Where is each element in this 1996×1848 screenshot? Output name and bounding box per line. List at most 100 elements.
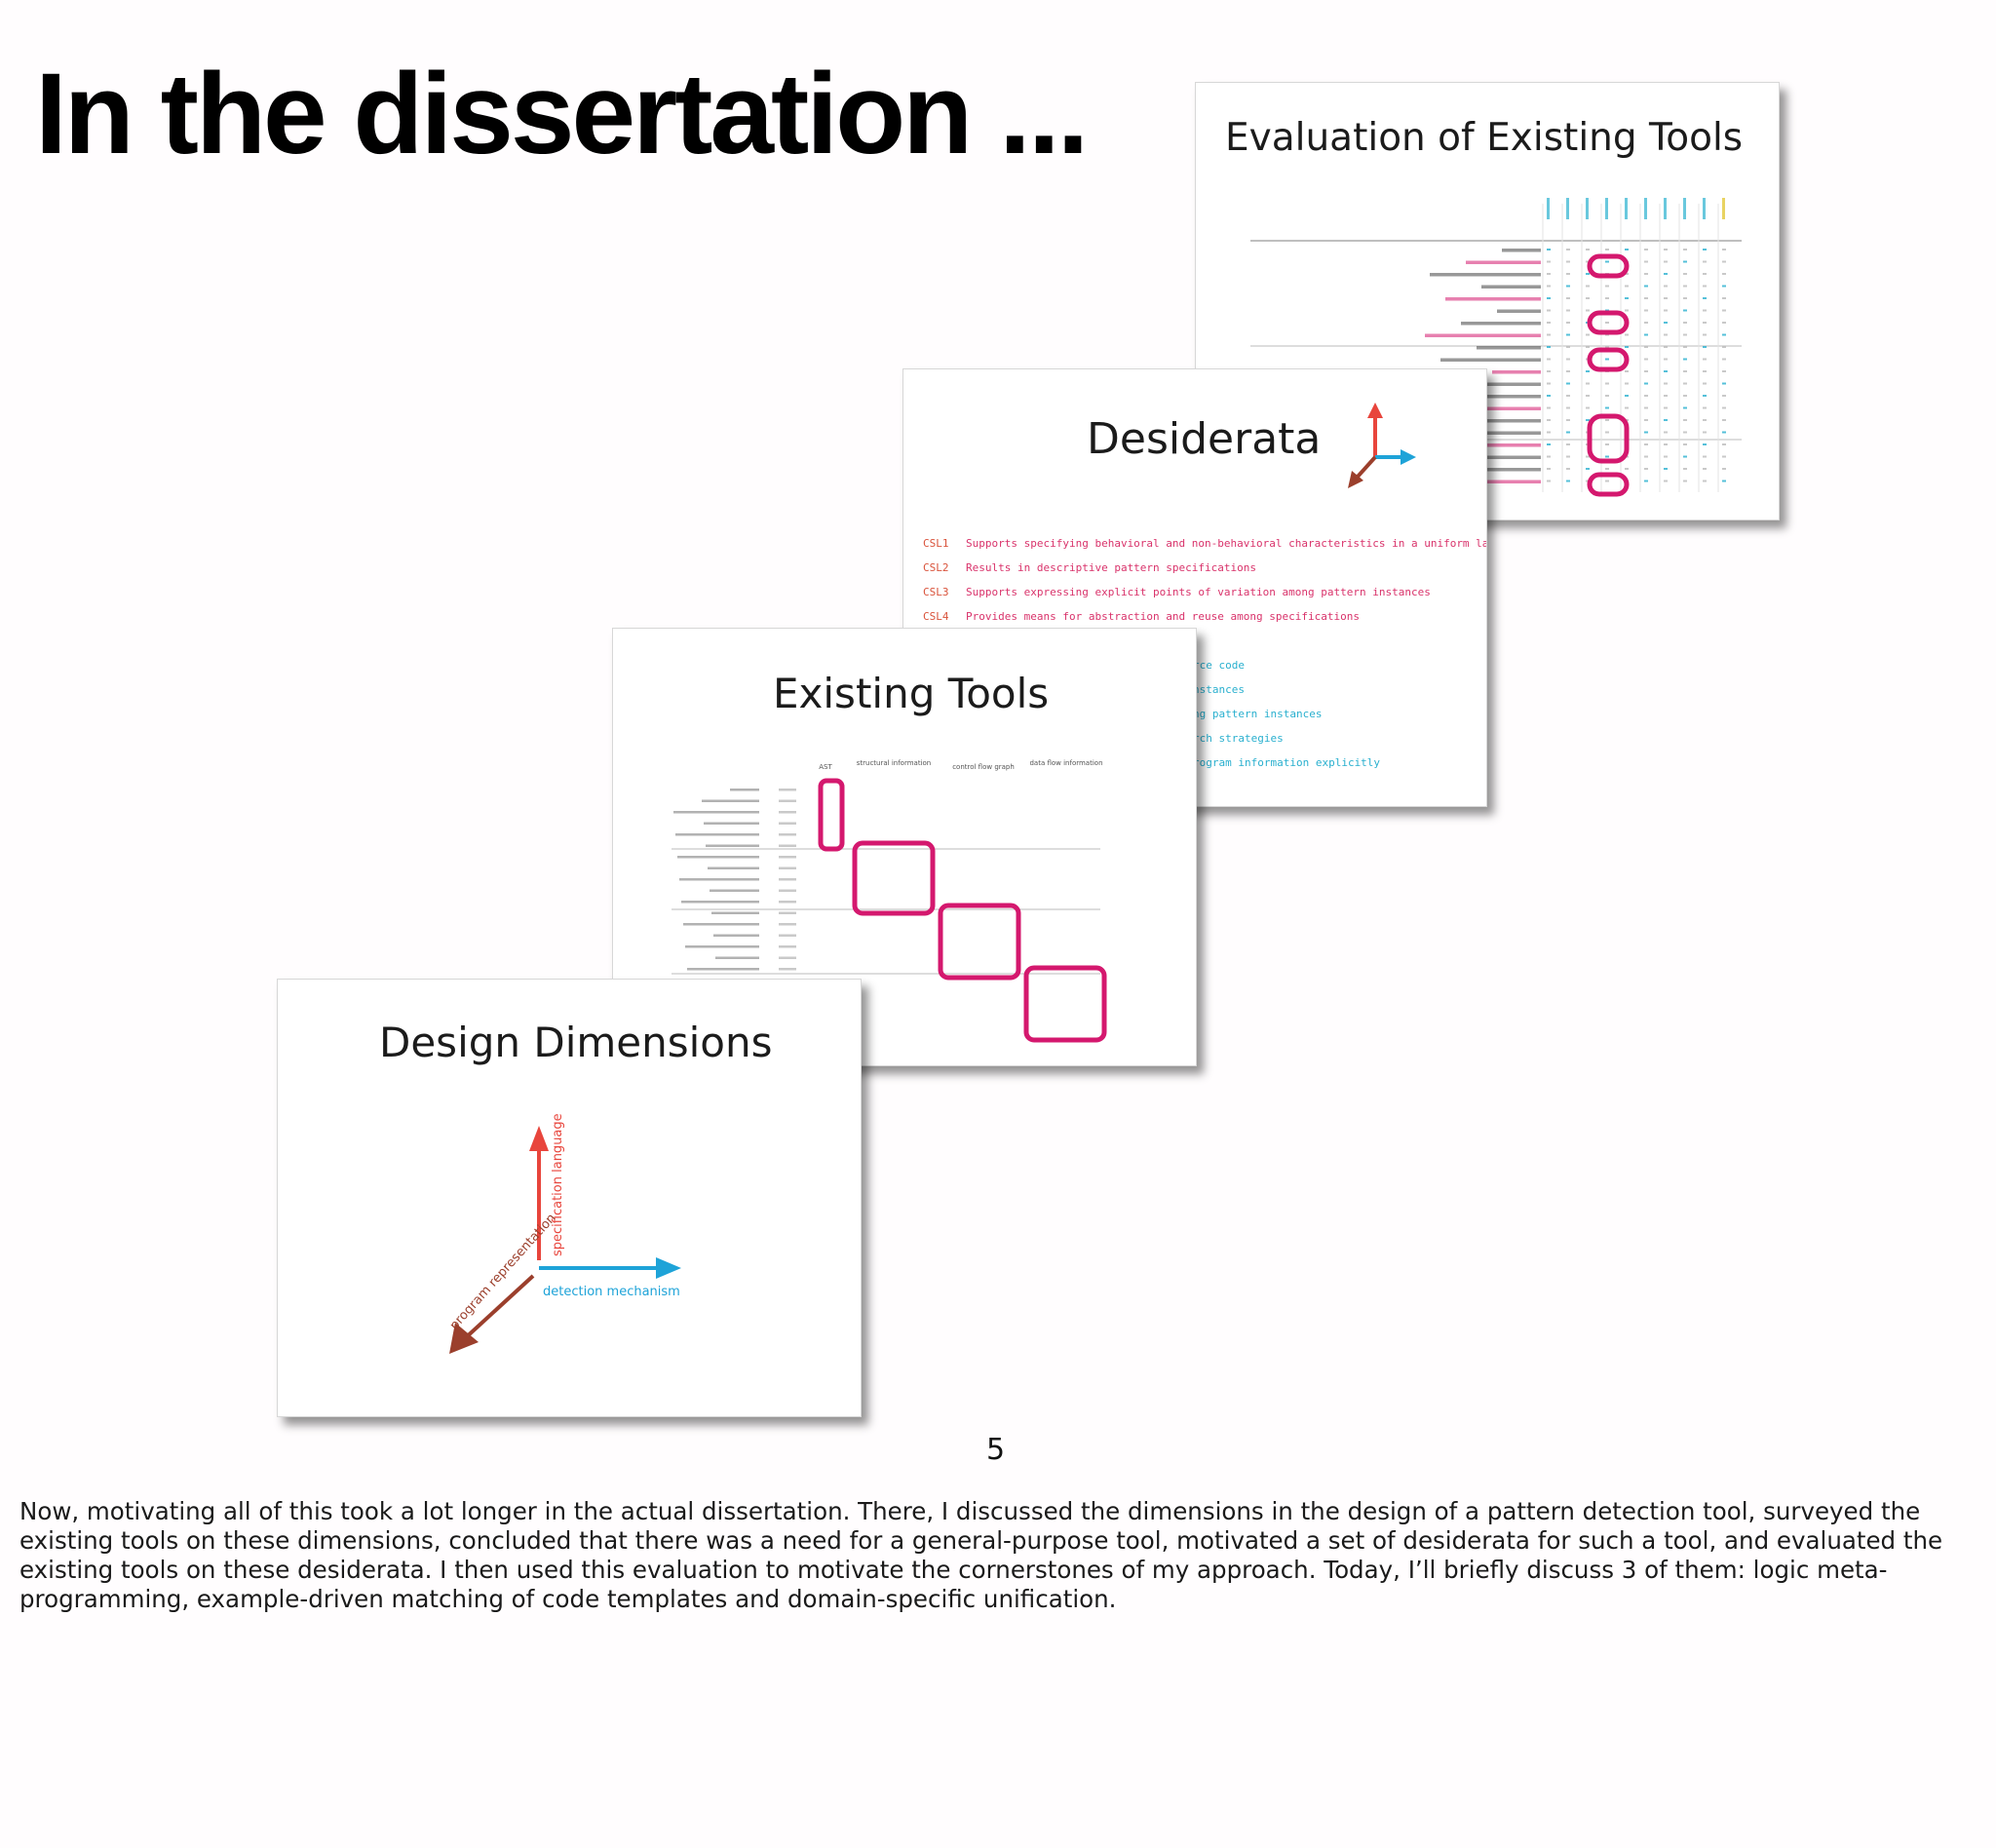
cell-mark	[1547, 297, 1551, 299]
row-label-mark	[1466, 260, 1541, 264]
row-label-mark	[710, 889, 759, 892]
cell-mark	[1683, 395, 1687, 397]
row-label-mark	[675, 833, 759, 836]
cell-mark	[1644, 260, 1648, 263]
cell-mark	[1683, 419, 1687, 421]
cell-mark	[1703, 480, 1707, 482]
row-value-mark	[779, 789, 796, 791]
cell-mark	[1605, 455, 1609, 458]
cell-mark	[1605, 297, 1609, 299]
cell-mark	[1566, 455, 1570, 458]
cell-mark	[1547, 358, 1551, 361]
cell-mark	[1547, 406, 1551, 409]
cell-mark	[1566, 370, 1570, 372]
cell-mark	[1644, 370, 1648, 372]
desiderata-item-partial: rce code	[1193, 659, 1245, 672]
cell-mark	[1605, 249, 1609, 250]
cell-mark	[1664, 455, 1668, 458]
row-label-mark	[1497, 309, 1541, 313]
cell-mark	[1703, 285, 1707, 288]
cell-mark	[1605, 358, 1609, 361]
column-header-mark	[1625, 198, 1628, 219]
cell-mark	[1586, 297, 1590, 299]
cell-mark	[1703, 358, 1707, 361]
cell-mark	[1722, 382, 1726, 385]
cell-mark	[1683, 260, 1687, 263]
row-label-mark	[1445, 297, 1541, 301]
row-label-mark	[1487, 431, 1541, 435]
row-value-mark	[779, 878, 796, 881]
cell-mark	[1722, 443, 1726, 445]
cell-mark	[1683, 382, 1687, 385]
row-label-mark	[1461, 322, 1541, 326]
cell-mark	[1703, 309, 1707, 312]
row-label-mark	[1436, 419, 1541, 423]
row-value-mark	[779, 866, 796, 869]
row-label-mark	[1456, 382, 1541, 386]
cell-mark	[1664, 285, 1668, 288]
row-value-mark	[779, 799, 796, 802]
cell-mark	[1586, 370, 1590, 372]
specification-language-label: specification language	[551, 1113, 565, 1256]
cell-mark	[1664, 249, 1668, 250]
cell-mark	[1644, 309, 1648, 312]
cell-mark	[1625, 406, 1629, 409]
row-value-mark	[779, 856, 796, 859]
cell-mark	[1683, 346, 1687, 348]
cell-mark	[1547, 370, 1551, 372]
cell-mark	[1664, 406, 1668, 409]
row-value-mark	[779, 911, 796, 914]
row-value-mark	[779, 833, 796, 836]
cell-mark	[1683, 273, 1687, 275]
cell-mark	[1644, 431, 1648, 434]
cell-mark	[1722, 333, 1726, 336]
cell-mark	[1664, 273, 1668, 275]
row-value-mark	[779, 923, 796, 926]
cell-mark	[1644, 443, 1648, 445]
cell-mark	[1703, 346, 1707, 348]
cell-mark	[1703, 297, 1707, 299]
cell-mark	[1586, 249, 1590, 250]
cell-mark	[1547, 249, 1551, 250]
row-label-mark	[683, 923, 759, 926]
cell-mark	[1703, 419, 1707, 421]
cell-mark	[1644, 395, 1648, 397]
row-value-mark	[779, 968, 796, 971]
cell-mark	[1586, 333, 1590, 336]
cell-mark	[1547, 431, 1551, 434]
cell-mark	[1625, 309, 1629, 312]
cell-mark	[1547, 468, 1551, 470]
cell-mark	[1683, 249, 1687, 250]
cell-mark	[1722, 431, 1726, 434]
row-label-mark	[679, 878, 759, 881]
cell-mark	[1625, 285, 1629, 288]
row-value-mark	[779, 901, 796, 904]
cell-mark	[1625, 382, 1629, 385]
detection-axis-arrow	[539, 1257, 681, 1279]
cell-mark	[1722, 358, 1726, 361]
slide-design-dimensions: Design Dimensions specification language…	[277, 979, 862, 1417]
cell-mark	[1664, 480, 1668, 482]
row-label-mark	[1481, 285, 1541, 289]
cell-mark	[1566, 406, 1570, 409]
column-header-mark	[1547, 198, 1550, 219]
cell-mark	[1644, 480, 1648, 482]
row-value-mark	[779, 945, 796, 948]
cell-mark	[1722, 273, 1726, 275]
cell-mark	[1722, 285, 1726, 288]
cell-mark	[1547, 333, 1551, 336]
cell-mark	[1722, 346, 1726, 348]
cell-mark	[1722, 322, 1726, 324]
cell-mark	[1722, 260, 1726, 263]
cell-mark	[1703, 443, 1707, 445]
cell-mark	[1566, 358, 1570, 361]
axes-icon	[1348, 403, 1416, 488]
cell-mark	[1625, 468, 1629, 470]
row-value-mark	[779, 844, 796, 847]
cell-mark	[1664, 431, 1668, 434]
row-label-mark	[681, 901, 759, 904]
cell-mark	[1566, 333, 1570, 336]
cell-mark	[1605, 346, 1609, 348]
cell-mark	[1605, 322, 1609, 324]
cell-mark	[1664, 395, 1668, 397]
